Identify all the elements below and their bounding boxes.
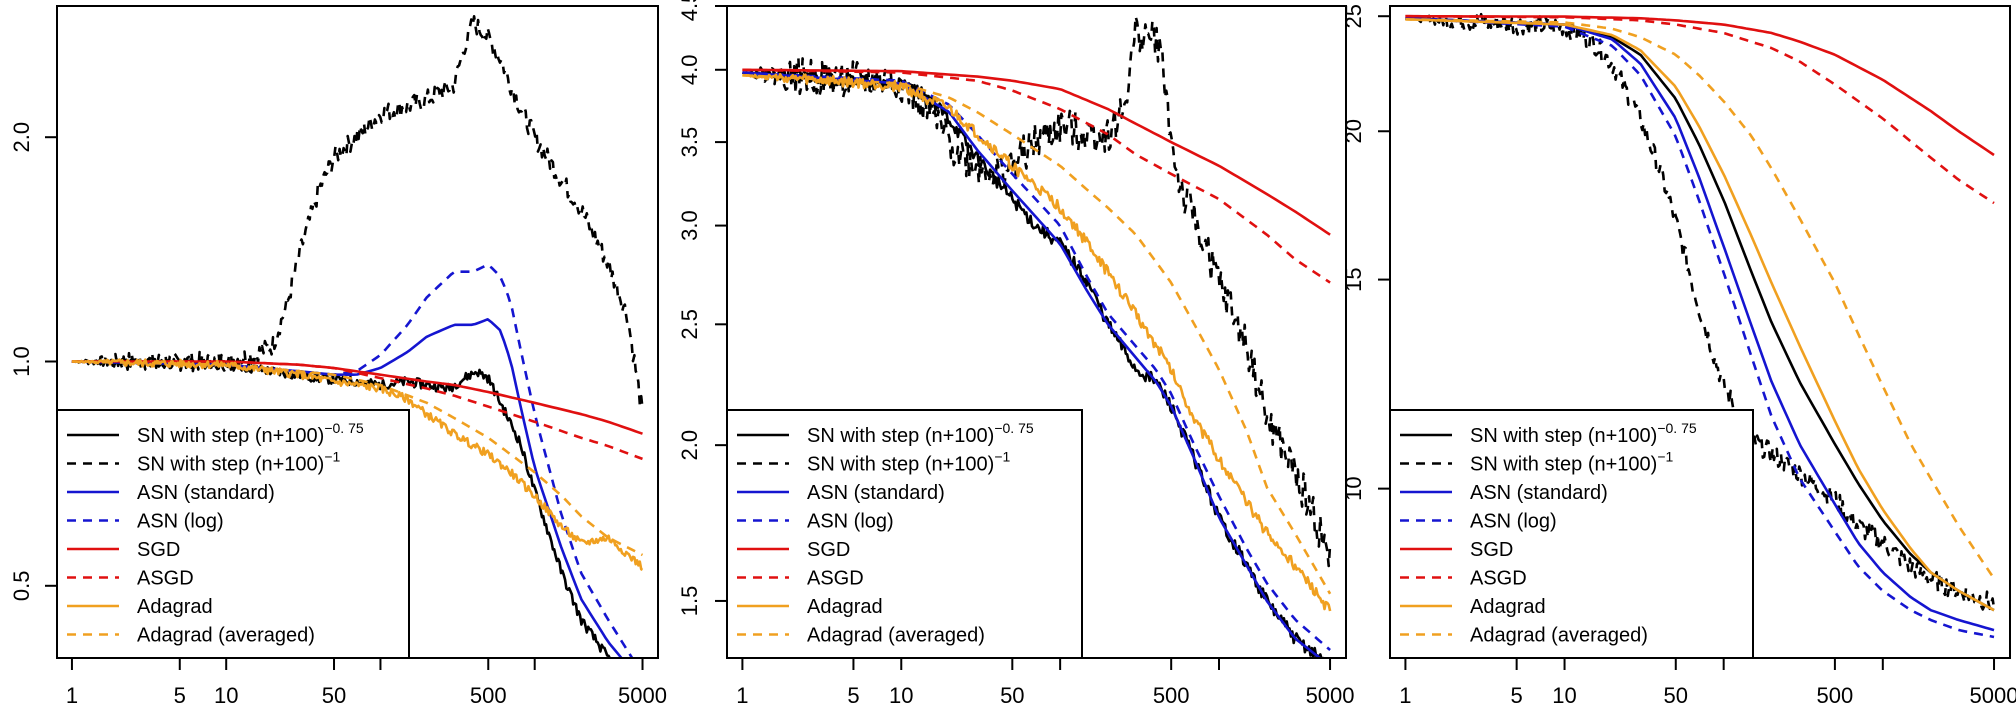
series-line-2 [71,14,644,409]
x-tick-label: 1 [1399,683,1411,708]
legend-entry-label: SN with step (n+100)−1 [137,449,341,476]
panel-2: 1 5 10 50 500 5000 1.5 2.0 2.5 3.0 3.5 4.0 4.5 SN wit… [677,0,1355,708]
x-axis: 1 5 10 50 500 5000 [66,658,667,708]
x-tick-label: 1 [66,683,78,708]
series-line-8 [1405,18,1996,580]
series-line-2 [741,15,1332,568]
legend-entry-label: SGD [137,539,180,561]
series-line-6 [742,68,1331,284]
legend-box [1389,409,1754,659]
legend-entry-label: ASN (standard) [807,482,945,504]
legend-entry-label: SGD [1470,539,1513,561]
y-tick-label: 3.5 [677,127,702,158]
legend-exponent: −1 [324,449,340,465]
legend-box [56,409,410,659]
x-tick-label: 500 [1817,683,1854,708]
y-tick-label: 20 [1341,119,1366,143]
legend-entry-label: ASGD [137,568,194,590]
x-tick-label: 5 [1511,683,1523,708]
legend-entry-label: SGD [807,539,850,561]
x-axis: 1 5 10 50 500 5000 [736,658,1355,708]
x-tick-label: 5 [847,683,859,708]
x-tick-label: 5000 [1306,683,1355,708]
x-tick-label: 10 [1552,683,1576,708]
y-tick-label: 1.5 [677,586,702,617]
y-axis: 1.5 2.0 2.5 3.0 3.5 4.0 4.5 [677,0,727,616]
series-line-7 [71,358,644,572]
legend-entry-label: ASN (log) [137,511,224,533]
panel-1: 1 5 10 50 500 5000 0.5 1.0 2.0 SN with step (n+10… [9,5,667,708]
series-line-6 [1405,14,1995,205]
series-line-6 [71,360,643,461]
series-group [71,14,644,658]
y-tick-label: 10 [1341,476,1366,500]
x-tick-label: 1 [736,683,748,708]
y-tick-label: 1.0 [9,346,34,377]
x-tick-label: 5 [174,683,186,708]
legend-entry-label: SN with step (n+100)−1 [1470,449,1674,476]
series-line-5 [71,360,643,435]
x-axis: 1 5 10 50 500 5000 [1399,658,2016,708]
series-line-4 [742,71,1331,651]
legend-exponent: −0. 75 [1657,420,1697,436]
x-tick-label: 5000 [618,683,667,708]
legend-entry-label: Adagrad [807,596,883,618]
legend-exponent: −1 [994,449,1010,465]
x-tick-label: 5000 [1970,683,2016,708]
series-group [1405,10,1996,639]
x-tick-label: 50 [322,683,346,708]
y-axis: 10 15 20 25 [1341,4,1390,501]
x-tick-label: 500 [1153,683,1190,708]
y-tick-label: 2.0 [677,430,702,461]
x-tick-label: 10 [889,683,913,708]
legend-entry-label: ASN (standard) [137,482,275,504]
legend-entry-label: Adagrad (averaged) [807,625,985,647]
legend-entry-label: SN with step (n+100)−1 [807,449,1011,476]
legend-exponent: −1 [1657,449,1673,465]
legend-entry-label: ASGD [807,568,864,590]
series-line-3 [71,317,624,658]
legend-entry-label: ASN (log) [807,511,894,533]
y-tick-label: 0.5 [9,570,34,601]
legend-entry-label: ASN (standard) [1470,482,1608,504]
legend-box [726,409,1083,659]
legend-exponent: −0. 75 [324,420,364,436]
legend-entry-label: Adagrad [137,596,213,618]
legend-entry-label: Adagrad (averaged) [1470,625,1648,647]
y-axis: 0.5 1.0 2.0 [9,122,57,601]
legend-entry-label: ASN (log) [1470,511,1557,533]
legend-entry-label: Adagrad (averaged) [137,625,315,647]
x-tick-label: 10 [214,683,238,708]
series-group [741,15,1332,658]
x-tick-label: 500 [470,683,507,708]
series-line-8 [742,73,1332,595]
x-tick-label: 50 [1000,683,1024,708]
series-line-5 [742,68,1331,236]
x-tick-label: 50 [1664,683,1688,708]
legend-entry-label: ASGD [1470,568,1527,590]
legend-exponent: −0. 75 [994,420,1034,436]
series-line-5 [1405,14,1995,157]
y-tick-label: 4.0 [677,54,702,85]
legend-entry-label: Adagrad [1470,596,1546,618]
y-tick-label: 2.0 [9,122,34,153]
y-tick-label: 25 [1341,4,1366,28]
y-tick-label: 2.5 [677,309,702,340]
y-tick-label: 3.0 [677,210,702,241]
y-tick-label: 4.5 [677,0,702,21]
y-tick-label: 15 [1341,267,1366,291]
